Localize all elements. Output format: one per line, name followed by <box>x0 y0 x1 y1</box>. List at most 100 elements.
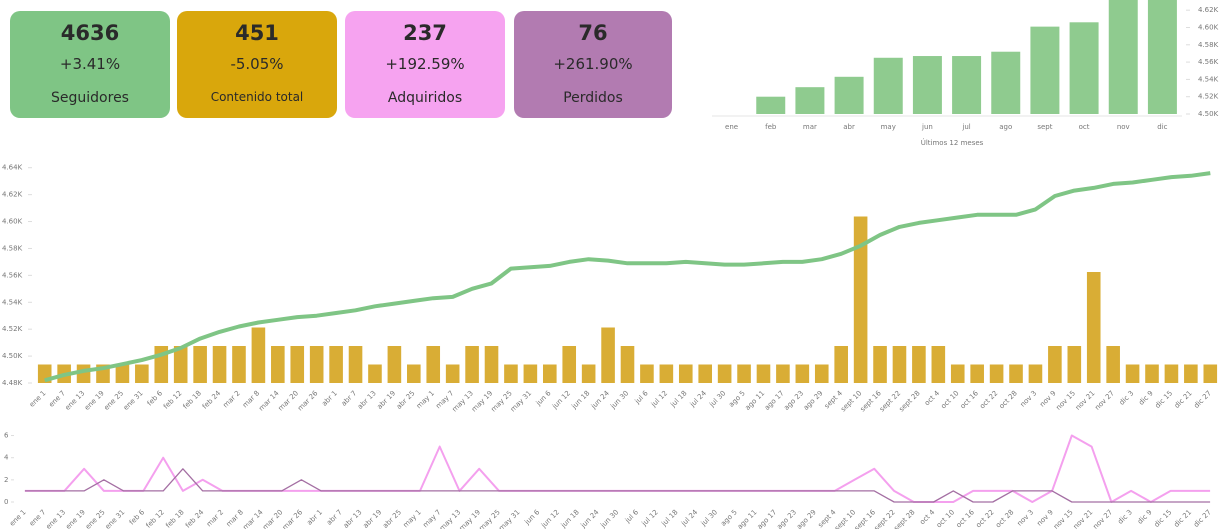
bar <box>834 346 848 383</box>
bar <box>1009 364 1023 383</box>
bar <box>523 364 538 383</box>
bar <box>989 364 1004 383</box>
y-tick-label: 4.58K <box>2 244 23 252</box>
bar <box>1086 272 1101 383</box>
line <box>24 468 1211 503</box>
x-tick-label: nov 27 <box>1093 389 1116 412</box>
x-tick-label: dic <box>1157 123 1167 131</box>
x-tick-label: ene 31 <box>122 389 145 412</box>
stat-value: 76 <box>578 21 608 45</box>
x-tick-label: dic 9 <box>1137 389 1155 407</box>
bar <box>952 56 982 114</box>
bar <box>407 364 421 383</box>
bar <box>912 56 942 114</box>
bar <box>271 346 285 383</box>
y-tick-label: 4.64K <box>2 164 23 172</box>
x-tick-label: jul 12 <box>640 508 660 528</box>
y-tick-label: 4 <box>4 454 9 462</box>
bar <box>1184 364 1198 383</box>
x-tick-label: abr 19 <box>362 508 384 529</box>
x-tick-label: abr 25 <box>395 389 417 411</box>
x-tick-label: dic 15 <box>1153 508 1174 529</box>
y-tick-label: 2 <box>4 476 8 484</box>
bar <box>504 364 518 383</box>
x-tick-label: jul 24 <box>679 508 700 529</box>
bar <box>1108 0 1138 114</box>
bar <box>251 327 266 383</box>
bar <box>970 364 984 383</box>
stat-label: Perdidos <box>563 90 623 106</box>
x-tick-label: mar 20 <box>277 389 300 412</box>
y-tick-label: 4.54K <box>2 298 23 306</box>
x-tick-label: nov 15 <box>1055 389 1078 412</box>
x-tick-label: jun 18 <box>559 508 581 529</box>
bar <box>873 346 887 383</box>
x-tick-label: may <box>881 123 896 131</box>
bar <box>484 346 499 383</box>
bar <box>193 346 207 383</box>
x-tick-label: abr <box>843 123 855 131</box>
x-tick-label: dic 3 <box>1116 508 1134 526</box>
x-tick-label: jun 6 <box>523 508 542 527</box>
bar <box>1067 346 1082 383</box>
x-tick-label: jul 24 <box>688 389 709 410</box>
bars <box>756 0 1177 114</box>
x-tick-label: jul 30 <box>699 508 719 528</box>
bar <box>991 51 1021 114</box>
bar <box>1145 364 1159 383</box>
x-tick-label: ene <box>725 123 738 131</box>
y-tick-label: 4.62K <box>1198 6 1219 14</box>
x-tick-label: jul 18 <box>668 389 688 409</box>
x-tick-label: feb 24 <box>201 389 223 411</box>
x-tick-label: feb <box>765 123 777 131</box>
x-tick-label: mar <box>803 123 817 131</box>
x-tick-label: ene 1 <box>28 389 48 409</box>
x-tick-label: feb 24 <box>184 508 206 529</box>
x-tick-label: jun 30 <box>608 389 630 411</box>
stat-card: 237 +192.59% Adquiridos <box>345 11 505 118</box>
bar <box>698 364 713 383</box>
x-tick-label: sept 28 <box>892 508 916 529</box>
x-tick-label: dic 3 <box>1118 389 1136 407</box>
stat-value: 237 <box>403 21 447 45</box>
x-tick-label: jul 6 <box>623 508 640 525</box>
x-tick-label: ene 31 <box>104 508 127 529</box>
x-tick-label: dic 9 <box>1136 508 1154 526</box>
bar <box>542 364 557 383</box>
bar <box>445 364 460 383</box>
y-tick-label: 4.58K <box>1198 41 1219 49</box>
bar <box>329 346 343 383</box>
x-tick-label: oct 10 <box>935 508 956 529</box>
x-tick-label: ago 29 <box>795 508 818 529</box>
x-tick-label: oct 22 <box>974 508 995 529</box>
y-tick-label: 4.60K <box>2 218 23 226</box>
x-tick-label: jun <box>921 123 933 131</box>
bar <box>232 346 246 383</box>
x-tick-label: abr 19 <box>375 389 397 411</box>
bar <box>1028 364 1043 383</box>
stat-change: -5.05% <box>230 55 284 73</box>
bar <box>795 364 810 383</box>
bar <box>115 364 130 383</box>
bar <box>309 346 324 383</box>
bar <box>135 364 149 383</box>
bar <box>290 346 305 383</box>
x-tick-label: feb 18 <box>164 508 185 529</box>
bar <box>659 364 674 383</box>
stat-change: +192.59% <box>385 55 465 73</box>
x-tick-label: ago 23 <box>782 389 805 412</box>
x-tick-label: abr 1 <box>305 508 324 527</box>
bar <box>931 346 946 383</box>
bar <box>640 364 654 383</box>
bar <box>601 327 615 383</box>
x-tick-label: jun 24 <box>589 389 611 411</box>
bar <box>717 364 732 383</box>
y-tick-label: 4.48K <box>2 379 23 387</box>
bar <box>1147 0 1177 114</box>
bar <box>756 364 771 383</box>
x-tick-label: mar 26 <box>281 508 305 529</box>
stat-change: +3.41% <box>59 55 121 73</box>
x-tick-label: ago 11 <box>744 389 767 412</box>
bar <box>1164 364 1179 383</box>
x-tick-label: jul 12 <box>649 389 669 409</box>
